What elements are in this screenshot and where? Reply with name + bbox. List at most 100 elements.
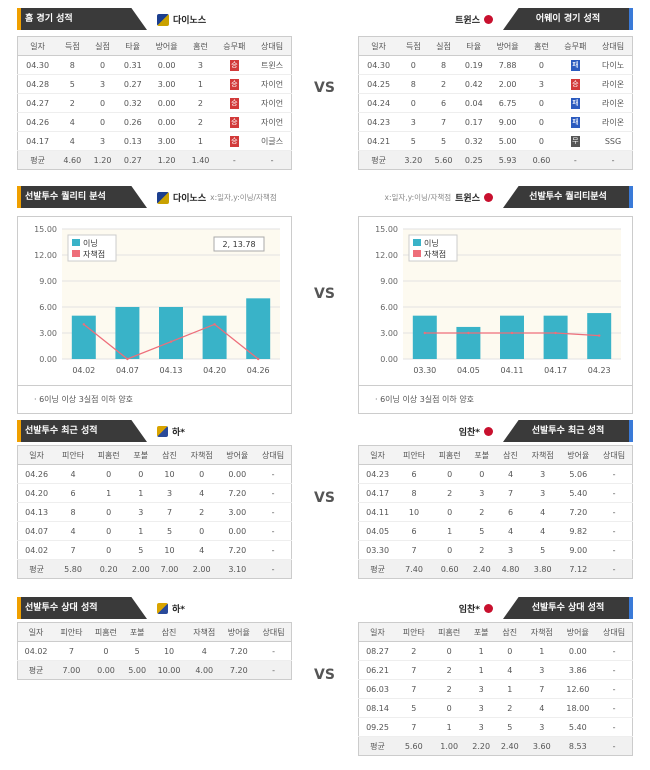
table-cell: 04.28 [17,74,58,94]
average-cell: 7.20 [221,660,257,680]
table-cell: 3 [466,679,496,699]
table-cell: 04.24 [358,93,399,113]
table-row: 04.13 8 0 3 7 2 3.00- [17,502,292,522]
table-cell: 6 [396,521,432,541]
average-cell: 0.00 [88,660,124,680]
table-row: 04.05 6 1 5 4 4 9.82- [358,521,633,541]
team-logo-icon [157,603,168,614]
away-record-tab: 어웨이 경기 성적 [503,8,633,30]
table-cell: 자이언 [253,112,292,132]
home-pitcher-quality-panel: 선발투수 퀄리티 분석 다이노스 x:일자,y:이닝/자책점 15.00 12.0… [17,186,292,414]
column-header: 득점 [57,36,88,56]
average-row: 평균 5.80 0.20 2.00 7.00 2.00 3.10- [17,559,292,579]
table-cell: 5 [123,641,152,661]
table-cell: 5.40 [559,717,597,737]
header-accent-stripe [629,186,633,208]
y-tick-label: 0.00 [380,355,398,364]
column-header: 포볼 [467,445,497,465]
column-header: 방어율 [488,36,527,56]
column-header: 삼진 [496,445,525,465]
table-cell: 0.27 [117,74,148,94]
result-cell: 승 [215,131,254,151]
table-cell: 5 [428,131,459,151]
home-team-label: 다이노스 [157,13,206,26]
table-cell: 9.00 [560,540,597,560]
table-cell: 0.32 [458,131,489,151]
table-cell: 다이노 [594,55,633,75]
average-cell: - [256,660,292,680]
table-cell: SSG [594,131,633,151]
inning-bar [71,315,96,359]
y-tick-label: 6.00 [380,303,398,312]
result-cell: 패 [556,93,595,113]
table-cell: 6 [428,93,459,113]
table-cell: 0.00 [559,641,597,661]
result-badge: 무 [570,135,580,147]
inning-bar [202,315,227,359]
table-cell: 0 [88,641,124,661]
table-cell: 2 [57,93,88,113]
y-tick-label: 6.00 [39,303,57,312]
twins-logo-icon [484,193,493,202]
x-tick-label: 04.20 [203,366,226,375]
table-cell: 5 [467,521,497,541]
column-header: 득점 [398,36,429,56]
away-record-header: 트윈스 어웨이 경기 성적 [358,8,633,30]
column-header: 승무패 [556,36,595,56]
table-row: 04.27 2 0 0.32 0.00 2 승 자이언 [17,93,292,113]
table-cell: 3 [524,464,561,484]
column-header: 방어율 [147,36,186,56]
header-accent-stripe [629,8,633,30]
table-cell: 4 [183,483,220,503]
table-cell: 0.00 [219,464,256,484]
header-accent-stripe [629,597,633,619]
table-row: 04.20 6 1 1 3 4 7.20- [17,483,292,503]
table-cell: 3.00 [219,502,256,522]
table-cell: 5.40 [560,483,597,503]
table-cell: 8 [396,483,432,503]
result-cell: 승 [215,74,254,94]
table-cell: 1 [126,521,156,541]
column-header: 피홈런 [90,445,127,465]
table-cell: 04.11 [358,502,397,522]
table-cell: 3 [126,502,156,522]
column-header: 상대팀 [594,36,633,56]
table-cell: 0 [183,464,220,484]
table-cell: 7.20 [219,540,256,560]
table-cell: 4 [186,641,222,661]
table-cell: 0 [87,112,118,132]
average-row: 평균 7.40 0.60 2.40 4.80 3.80 7.12- [358,559,633,579]
table-cell: 3.86 [559,660,597,680]
table-cell: 0 [495,641,525,661]
average-cell: - [596,736,633,756]
average-cell: - [596,559,633,579]
table-cell: 3 [87,74,118,94]
legend-label-earned-run: 자책점 [83,249,105,259]
table-cell: 0 [87,93,118,113]
table-cell: 7 [396,679,432,699]
table-cell: 0 [431,698,467,718]
table-cell: 2 [431,660,467,680]
average-cell: 4.80 [496,559,525,579]
result-badge: 승 [229,116,239,128]
table-cell: 09.25 [358,717,397,737]
table-cell: 4 [495,660,525,680]
table-cell: 10 [151,641,187,661]
result-cell: 승 [215,112,254,132]
average-row: 평균 5.60 1.00 2.20 2.40 3.60 8.53- [358,736,633,756]
table-cell: 10 [155,540,184,560]
header-accent-stripe [629,420,633,442]
table-cell: - [596,483,633,503]
table-cell: 0 [398,55,429,75]
table-row: 04.02 7 0 5 10 4 7.20- [17,641,292,661]
chart-axis-note: x:일자,y:이닝/자책점 [210,193,277,202]
x-tick-label: 04.02 [72,366,95,375]
earned-run-point [213,323,216,326]
table-cell: 04.23 [358,464,397,484]
table-cell: 2 [428,74,459,94]
column-header: 피홈런 [431,622,467,642]
column-header: 피홈런 [431,445,468,465]
table-cell: 04.27 [17,93,58,113]
result-badge: 승 [229,97,239,109]
column-header: 피홈런 [88,622,124,642]
